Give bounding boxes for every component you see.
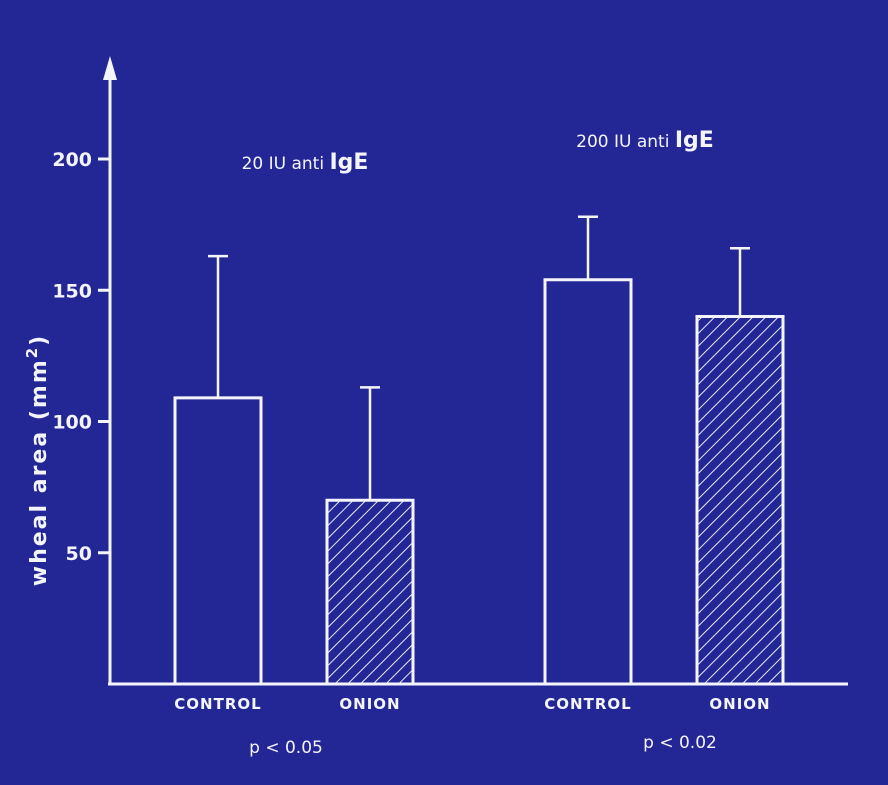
- category-label: CONTROL: [174, 695, 261, 713]
- category-label: ONION: [339, 695, 400, 713]
- y-tick-label: 200: [52, 149, 92, 171]
- bar: [325, 498, 415, 686]
- y-tick-label: 100: [52, 412, 92, 434]
- y-axis-arrow-icon: [103, 56, 117, 80]
- y-axis-label: wheal area (mm2): [23, 334, 52, 586]
- bars: [173, 215, 785, 686]
- y-tick-label: 50: [66, 543, 92, 565]
- group-label: 200 IU anti IgE: [576, 128, 714, 153]
- y-ticks: 50 100 150 200: [52, 149, 110, 565]
- bar: [543, 278, 633, 686]
- y-axis-label-text: wheal area (mm: [27, 358, 52, 586]
- y-axis-label-close: ): [27, 334, 52, 346]
- bar: [695, 315, 785, 686]
- p-value-label: p < 0.05: [249, 738, 323, 758]
- y-tick-label: 150: [52, 280, 92, 302]
- bar: [173, 396, 263, 686]
- y-axis-label-superscript: 2: [23, 346, 41, 358]
- svg-text:wheal area (mm2): wheal area (mm2): [23, 334, 52, 586]
- labels: CONTROL ONION 20 IU anti IgE p < 0.05 CONTRO…: [174, 128, 770, 758]
- p-value-label: p < 0.02: [643, 733, 717, 753]
- category-label: ONION: [709, 695, 770, 713]
- group-label: 20 IU anti IgE: [242, 150, 369, 175]
- category-label: CONTROL: [544, 695, 631, 713]
